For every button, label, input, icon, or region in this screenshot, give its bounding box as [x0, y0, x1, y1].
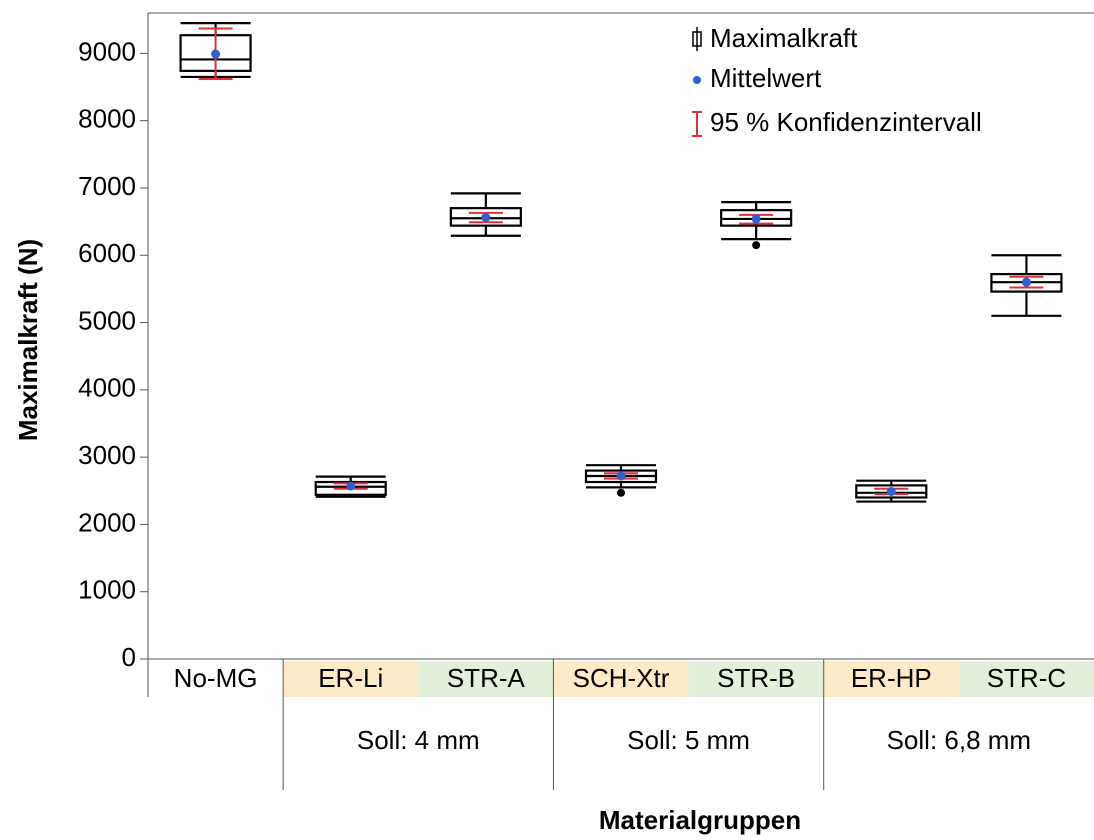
legend-label: 95 % Konfidenzintervall	[710, 107, 982, 137]
x-axis-title: Materialgruppen	[599, 805, 801, 835]
category-cell	[283, 661, 419, 697]
y-tick-label: 9000	[78, 36, 136, 66]
y-tick-label: 6000	[78, 238, 136, 268]
x-tick-label: SCH-Xtr	[573, 663, 670, 693]
y-tick-label: 7000	[78, 171, 136, 201]
mean	[751, 214, 761, 224]
group-label: Soll: 4 mm	[357, 725, 480, 755]
mean	[616, 471, 626, 481]
mean	[886, 486, 896, 496]
y-tick-label: 3000	[78, 440, 136, 470]
outlier	[752, 241, 761, 250]
y-tick-label: 0	[122, 642, 136, 672]
x-tick-label: STR-C	[987, 663, 1066, 693]
legend-label: Maximalkraft	[710, 23, 858, 53]
y-tick-label: 1000	[78, 575, 136, 605]
legend-label: Mittelwert	[710, 63, 822, 93]
box	[449, 207, 522, 227]
x-tick-label: ER-HP	[851, 663, 932, 693]
outlier	[617, 488, 625, 497]
x-tick-label: ER-Li	[318, 663, 383, 693]
category-cell	[958, 661, 1094, 697]
y-tick-label: 8000	[78, 104, 136, 134]
y-axis-title: Maximalkraft (N)	[13, 239, 43, 441]
x-tick-label: STR-A	[447, 663, 526, 693]
category-cell	[418, 661, 554, 697]
category-cell	[553, 661, 689, 697]
x-tick-label: No-MG	[174, 663, 258, 693]
group-label: Soll: 5 mm	[627, 725, 750, 755]
mean	[211, 49, 221, 59]
legend-mean-icon	[693, 76, 701, 84]
category-cell	[688, 661, 824, 697]
category-cell	[148, 661, 284, 697]
mean	[1021, 277, 1031, 287]
y-tick-label: 5000	[78, 305, 136, 335]
y-tick-label: 4000	[78, 373, 136, 403]
group-label: Soll: 6,8 mm	[887, 725, 1032, 755]
y-tick-label: 2000	[78, 507, 136, 537]
mean	[346, 481, 356, 491]
mean	[481, 213, 491, 223]
x-tick-label: STR-B	[717, 663, 795, 693]
category-cell	[823, 661, 959, 697]
box	[855, 484, 928, 499]
